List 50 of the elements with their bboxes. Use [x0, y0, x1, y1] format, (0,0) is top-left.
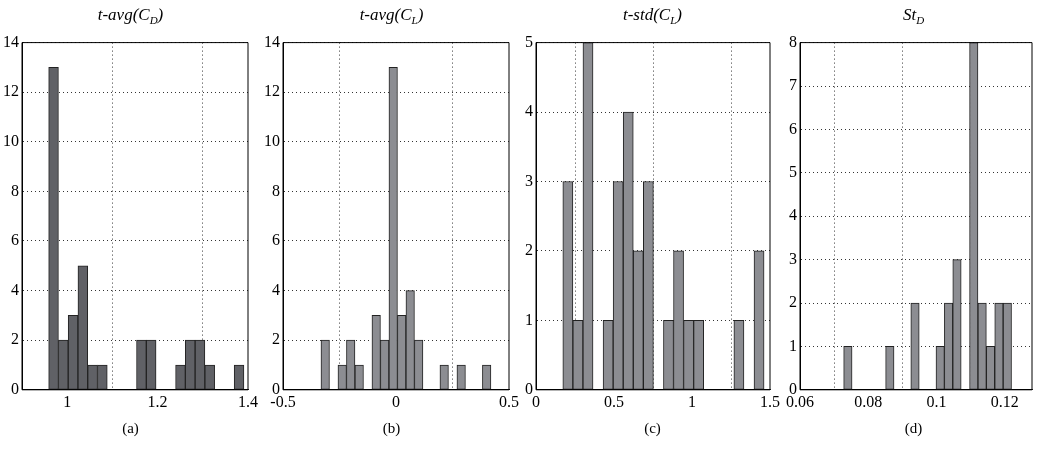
y-tick-label: 4 [789, 206, 797, 224]
x-axis-title: (a) [122, 419, 139, 438]
y-tick-label: 7 [789, 76, 797, 94]
y-tick-label: 14 [3, 32, 19, 50]
chart-title: St$_{D}$ [902, 4, 925, 29]
y-tick-label: 1 [525, 310, 533, 328]
x-tick-label: 1.4 [238, 392, 258, 410]
y-tick-label: 4 [11, 280, 19, 298]
y-tick-label: 8 [789, 32, 797, 50]
y-tick-label: 0 [272, 380, 280, 397]
y-tick-label: 8 [272, 181, 280, 199]
y-tick-label: 6 [11, 231, 19, 249]
x-tick-label: 0.1 [926, 392, 947, 410]
y-tick-label: 0 [789, 380, 797, 397]
x-tick-label: 0.5 [604, 392, 624, 410]
y-tick-label: 3 [525, 171, 533, 189]
x-axis-title: (d) [904, 419, 923, 438]
y-tick-label: 8 [11, 181, 19, 199]
y-tick-label: 12 [3, 82, 19, 100]
y-tick-label: 1 [789, 336, 797, 354]
y-tick-label: 10 [264, 132, 280, 149]
y-tick-label: 4 [272, 280, 280, 298]
y-tick-label: 6 [789, 119, 797, 137]
x-tick-label: 0.08 [854, 392, 883, 410]
y-tick-label: 2 [11, 330, 19, 348]
x-tick-label: 1.5 [760, 392, 780, 410]
x-tick-label: 1 [63, 392, 72, 410]
y-tick-label: 0 [525, 380, 533, 397]
x-tick-label: 0.5 [499, 392, 519, 410]
y-tick-label: 2 [525, 241, 533, 259]
x-axis-title: (c) [644, 419, 661, 438]
y-tick-label: 2 [789, 293, 797, 311]
y-tick-label: 3 [789, 249, 797, 267]
chart-title: t-std(C$_{L}$) [622, 4, 683, 29]
y-tick-label: 4 [525, 102, 533, 120]
y-tick-label: 10 [3, 132, 19, 149]
x-tick-label: 1 [688, 392, 696, 410]
x-tick-label: 0 [392, 392, 400, 410]
chart-title: t-avg(C$_{D}$) [97, 4, 164, 29]
x-axis-title: (b) [382, 419, 401, 438]
y-tick-label: 0 [11, 380, 19, 397]
chart-title: t-avg(C$_{L}$) [359, 4, 424, 29]
x-tick-label: 1.2 [147, 392, 168, 410]
y-tick-label: 6 [272, 231, 280, 249]
x-tick-label: 0.12 [990, 392, 1019, 410]
y-tick-label: 2 [272, 330, 280, 348]
y-tick-label: 14 [264, 32, 280, 50]
y-tick-label: 12 [264, 82, 280, 100]
y-tick-label: 5 [789, 163, 797, 180]
y-tick-label: 5 [525, 32, 533, 50]
